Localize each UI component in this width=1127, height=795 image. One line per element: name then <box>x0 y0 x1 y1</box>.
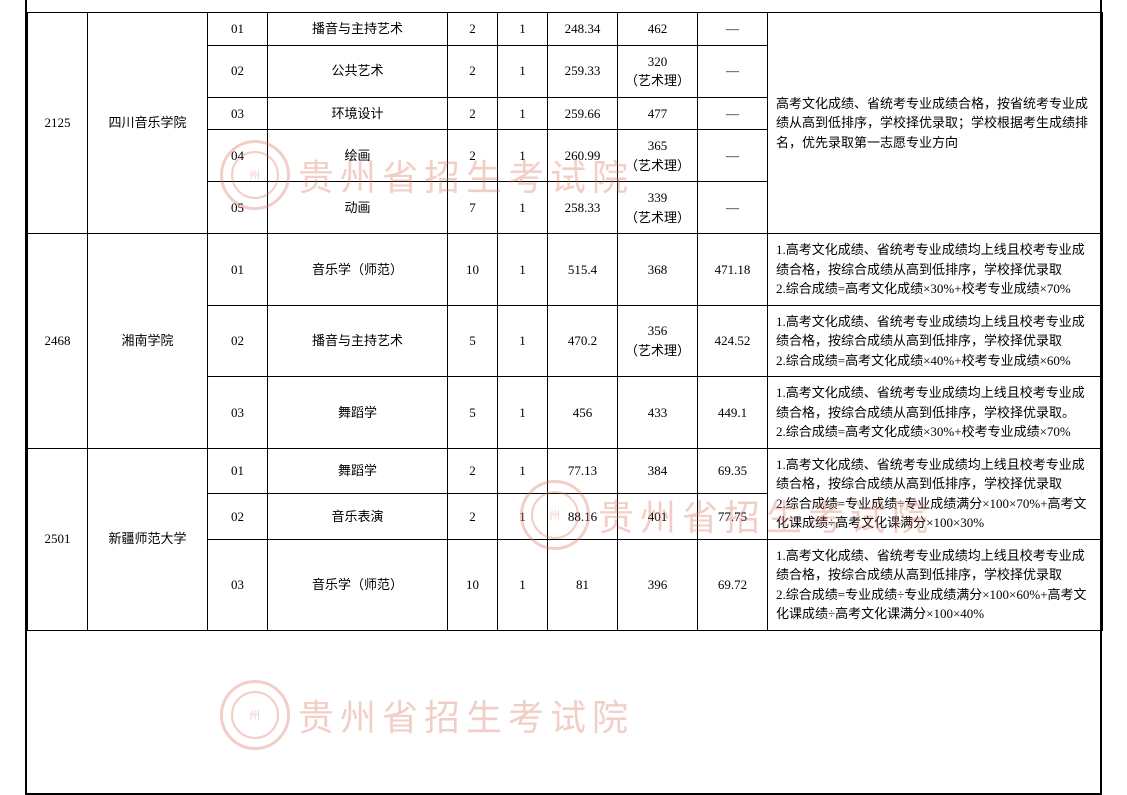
col-score2: 462 <box>618 13 698 46</box>
table-row: 2125四川音乐学院01播音与主持艺术21248.34462—高考文化成绩、省统… <box>28 13 1103 46</box>
col-type: 1 <box>498 539 548 630</box>
col-score3: 449.1 <box>698 377 768 449</box>
col-score3: — <box>698 13 768 46</box>
col-score2: 477 <box>618 97 698 130</box>
col-score1: 259.66 <box>548 97 618 130</box>
col-type: 1 <box>498 494 548 540</box>
school-code: 2501 <box>28 448 88 630</box>
col-plan: 2 <box>448 130 498 182</box>
table-row: 2501新疆师范大学01舞蹈学2177.1338469.351.高考文化成绩、省… <box>28 448 1103 494</box>
major-name: 绘画 <box>268 130 448 182</box>
note-cell: 高考文化成绩、省统考专业成绩合格，按省统考专业成绩从高到低排序，学校择优录取；学… <box>768 13 1103 234</box>
major-seq: 01 <box>208 234 268 306</box>
col-score3: — <box>698 97 768 130</box>
major-seq: 02 <box>208 305 268 377</box>
major-name: 公共艺术 <box>268 45 448 97</box>
col-plan: 2 <box>448 13 498 46</box>
col-score3: 69.72 <box>698 539 768 630</box>
page: 2125四川音乐学院01播音与主持艺术21248.34462—高考文化成绩、省统… <box>0 0 1127 795</box>
col-plan: 5 <box>448 377 498 449</box>
col-score3: 69.35 <box>698 448 768 494</box>
col-plan: 10 <box>448 539 498 630</box>
major-name: 播音与主持艺术 <box>268 305 448 377</box>
col-plan: 2 <box>448 97 498 130</box>
col-score1: 88.16 <box>548 494 618 540</box>
major-seq: 02 <box>208 494 268 540</box>
major-seq: 01 <box>208 448 268 494</box>
major-seq: 03 <box>208 377 268 449</box>
col-type: 1 <box>498 45 548 97</box>
major-name: 舞蹈学 <box>268 377 448 449</box>
major-seq: 01 <box>208 13 268 46</box>
school-code: 2468 <box>28 234 88 449</box>
col-type: 1 <box>498 234 548 306</box>
note-cell: 1.高考文化成绩、省统考专业成绩均上线且校考专业成绩合格，按综合成绩从高到低排序… <box>768 377 1103 449</box>
col-score2: 401 <box>618 494 698 540</box>
col-score3: 424.52 <box>698 305 768 377</box>
col-score3: 77.75 <box>698 494 768 540</box>
school-name: 湘南学院 <box>88 234 208 449</box>
col-score1: 470.2 <box>548 305 618 377</box>
school-name: 新疆师范大学 <box>88 448 208 630</box>
major-name: 音乐学（师范） <box>268 539 448 630</box>
col-plan: 7 <box>448 182 498 234</box>
major-name: 音乐学（师范） <box>268 234 448 306</box>
note-cell: 1.高考文化成绩、省统考专业成绩均上线且校考专业成绩合格，按综合成绩从高到低排序… <box>768 448 1103 539</box>
major-seq: 04 <box>208 130 268 182</box>
col-score3: — <box>698 182 768 234</box>
col-plan: 2 <box>448 448 498 494</box>
col-score2: 396 <box>618 539 698 630</box>
col-type: 1 <box>498 377 548 449</box>
note-cell: 1.高考文化成绩、省统考专业成绩均上线且校考专业成绩合格，按综合成绩从高到低排序… <box>768 234 1103 306</box>
col-score1: 515.4 <box>548 234 618 306</box>
col-score1: 259.33 <box>548 45 618 97</box>
note-cell: 1.高考文化成绩、省统考专业成绩均上线且校考专业成绩合格，按综合成绩从高到低排序… <box>768 305 1103 377</box>
table-body: 2125四川音乐学院01播音与主持艺术21248.34462—高考文化成绩、省统… <box>28 13 1103 631</box>
major-name: 音乐表演 <box>268 494 448 540</box>
major-name: 动画 <box>268 182 448 234</box>
school-name: 四川音乐学院 <box>88 13 208 234</box>
major-seq: 03 <box>208 97 268 130</box>
col-score2: 365（艺术理） <box>618 130 698 182</box>
major-name: 舞蹈学 <box>268 448 448 494</box>
major-name: 播音与主持艺术 <box>268 13 448 46</box>
col-plan: 5 <box>448 305 498 377</box>
col-score3: 471.18 <box>698 234 768 306</box>
major-seq: 05 <box>208 182 268 234</box>
col-type: 1 <box>498 182 548 234</box>
col-type: 1 <box>498 448 548 494</box>
col-score2: 339（艺术理） <box>618 182 698 234</box>
col-score2: 433 <box>618 377 698 449</box>
col-score2: 368 <box>618 234 698 306</box>
major-seq: 02 <box>208 45 268 97</box>
col-plan: 2 <box>448 494 498 540</box>
major-seq: 03 <box>208 539 268 630</box>
col-type: 1 <box>498 13 548 46</box>
col-score3: — <box>698 130 768 182</box>
col-score1: 258.33 <box>548 182 618 234</box>
col-score1: 77.13 <box>548 448 618 494</box>
page-frame: 2125四川音乐学院01播音与主持艺术21248.34462—高考文化成绩、省统… <box>25 0 1102 795</box>
col-score1: 456 <box>548 377 618 449</box>
school-code: 2125 <box>28 13 88 234</box>
col-score1: 81 <box>548 539 618 630</box>
col-score2: 320（艺术理） <box>618 45 698 97</box>
col-score1: 248.34 <box>548 13 618 46</box>
note-cell: 1.高考文化成绩、省统考专业成绩均上线且校考专业成绩合格，按综合成绩从高到低排序… <box>768 539 1103 630</box>
table-row: 2468湘南学院01音乐学（师范）101515.4368471.181.高考文化… <box>28 234 1103 306</box>
admission-table: 2125四川音乐学院01播音与主持艺术21248.34462—高考文化成绩、省统… <box>27 12 1103 631</box>
col-score1: 260.99 <box>548 130 618 182</box>
col-type: 1 <box>498 305 548 377</box>
col-score3: — <box>698 45 768 97</box>
col-type: 1 <box>498 97 548 130</box>
col-type: 1 <box>498 130 548 182</box>
col-score2: 384 <box>618 448 698 494</box>
major-name: 环境设计 <box>268 97 448 130</box>
col-score2: 356（艺术理） <box>618 305 698 377</box>
col-plan: 2 <box>448 45 498 97</box>
col-plan: 10 <box>448 234 498 306</box>
